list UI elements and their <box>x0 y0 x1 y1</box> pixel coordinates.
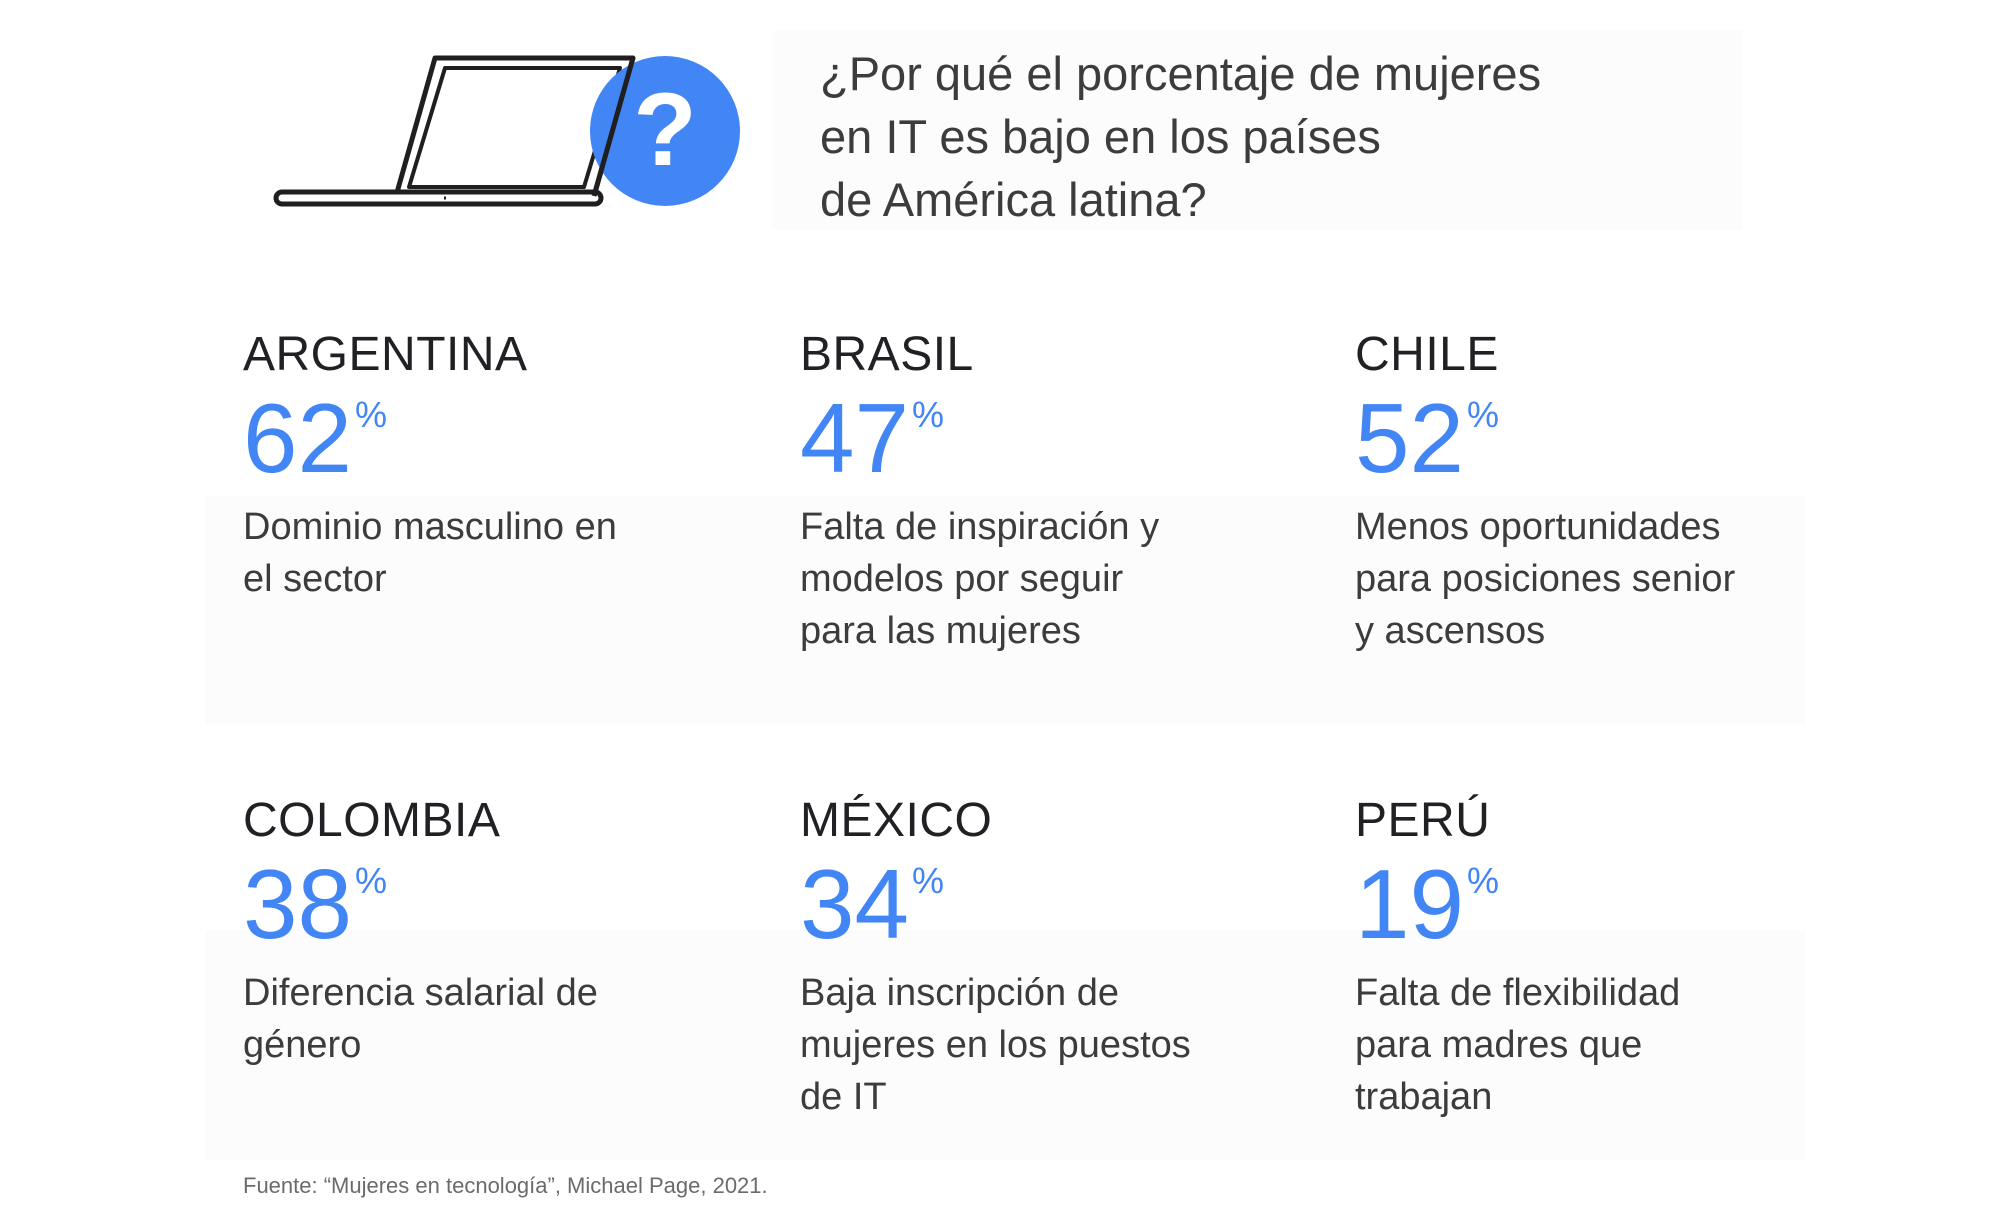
description-line: de IT <box>800 1076 887 1118</box>
description-line: Diferencia salarial de <box>243 972 598 1014</box>
country-name: MÉXICO <box>800 794 993 847</box>
svg-text:?: ? <box>633 72 697 188</box>
stat-card-argentina: ARGENTINA 62 % Dominio masculino en el s… <box>243 327 763 605</box>
stat-percentage: 52 % <box>1355 383 1875 493</box>
country-name: PERÚ <box>1355 794 1491 847</box>
description-line: trabajan <box>1355 1076 1493 1118</box>
stat-description: Diferencia salarial de género <box>243 967 763 1071</box>
percent-sign: % <box>912 394 945 435</box>
description-line: para madres que <box>1355 1024 1643 1066</box>
stat-description: Falta de inspiración y modelos por segui… <box>800 501 1320 657</box>
percent-sign: % <box>912 860 945 901</box>
description-line: Menos oportunidades <box>1355 506 1721 548</box>
stat-percentage: 19 % <box>1355 849 1875 959</box>
stat-card-colombia: COLOMBIA 38 % Diferencia salarial de gén… <box>243 793 763 1071</box>
stat-value: 62 <box>243 383 353 493</box>
source-citation: Fuente: “Mujeres en tecnología”, Michael… <box>243 1173 768 1198</box>
percent-sign: % <box>1467 394 1500 435</box>
percent-sign: % <box>355 860 388 901</box>
stat-description: Dominio masculino en el sector <box>243 501 763 605</box>
stat-description: Menos oportunidades para posiciones seni… <box>1355 501 1875 657</box>
description-line: el sector <box>243 558 387 600</box>
stat-description: Falta de flexibilidad para madres que tr… <box>1355 967 1875 1123</box>
title-line: en IT es bajo en los países <box>820 110 1381 163</box>
stat-percentage: 47 % <box>800 383 1320 493</box>
stat-card-mexico: MÉXICO 34 % Baja inscripción de mujeres … <box>800 793 1320 1123</box>
description-line: Falta de flexibilidad <box>1355 972 1681 1014</box>
stat-value: 38 <box>243 849 353 959</box>
description-line: género <box>243 1024 362 1066</box>
country-name: BRASIL <box>800 328 974 381</box>
title-line: ¿Por qué el porcentaje de mujeres <box>820 47 1542 100</box>
description-line: Baja inscripción de <box>800 972 1119 1014</box>
stat-percentage: 62 % <box>243 383 763 493</box>
stat-value: 47 <box>800 383 910 493</box>
question-mark-icon: ? <box>590 56 740 206</box>
row2-background <box>205 930 1805 1160</box>
country-name: COLOMBIA <box>243 794 501 847</box>
stat-value: 52 <box>1355 383 1465 493</box>
stat-card-chile: CHILE 52 % Menos oportunidades para posi… <box>1355 327 1875 657</box>
stat-value: 19 <box>1355 849 1465 959</box>
page-title: ¿Por qué el porcentaje de mujeres en IT … <box>820 42 1780 231</box>
percent-sign: % <box>355 394 388 435</box>
row1-background <box>205 495 1805 725</box>
stat-description: Baja inscripción de mujeres en los puest… <box>800 967 1320 1123</box>
description-line: Dominio masculino en <box>243 506 617 548</box>
laptop-icon: ? <box>273 55 740 207</box>
description-line: modelos por seguir <box>800 558 1124 600</box>
country-name: ARGENTINA <box>243 328 528 381</box>
description-line: para posiciones senior <box>1355 558 1736 600</box>
description-line: y ascensos <box>1355 610 1546 652</box>
stat-percentage: 34 % <box>800 849 1320 959</box>
description-line: Falta de inspiración y <box>800 506 1160 548</box>
stat-value: 34 <box>800 849 910 959</box>
title-line: de América latina? <box>820 173 1207 226</box>
description-line: para las mujeres <box>800 610 1081 652</box>
description-line: mujeres en los puestos <box>800 1024 1191 1066</box>
stat-card-brasil: BRASIL 47 % Falta de inspiración y model… <box>800 327 1320 657</box>
header-illustration: ? <box>268 48 758 218</box>
title-background <box>772 30 1742 230</box>
stat-percentage: 38 % <box>243 849 763 959</box>
stat-card-peru: PERÚ 19 % Falta de flexibilidad para mad… <box>1355 793 1875 1123</box>
percent-sign: % <box>1467 860 1500 901</box>
country-name: CHILE <box>1355 328 1499 381</box>
